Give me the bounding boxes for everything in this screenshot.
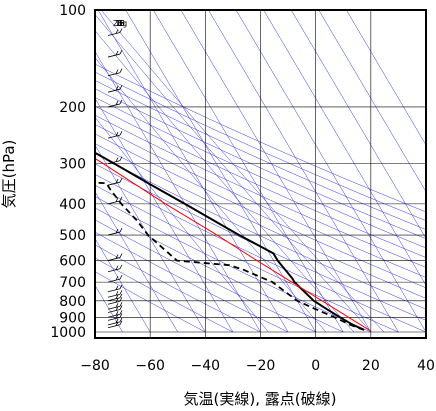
isotherm-line [346,10,426,146]
wind-barb [107,317,123,326]
mixing-ratio-line [95,116,269,333]
isotherm-line [180,10,372,333]
adiabat-line [95,143,426,299]
y-tick-label: 600 [59,254,86,270]
isotherm-line [125,10,316,333]
y-tick-label: 900 [59,310,86,326]
wind-barb [107,156,123,165]
isotherm-line [95,238,151,333]
plot-frame [94,9,427,339]
mixing-ratio-line [95,14,372,333]
adiabat-line [95,153,426,310]
y-tick-label: 200 [59,100,86,116]
adiabat-line [95,207,344,333]
y-axis-title: 気圧(hPa) [0,140,18,209]
isotherm-line [290,10,426,239]
isotherm-line [95,51,261,333]
adiabat-line [95,244,261,333]
mixing-ratio-label: 20g [113,19,128,28]
mixing-ratio-line [100,10,385,333]
wind-barb [107,290,123,298]
wind-barb [107,310,123,318]
wind-barb [107,49,123,58]
wind-barb [107,284,123,293]
dewpoint-line [95,181,365,331]
wind-barb [107,264,123,273]
y-tick-label: 300 [59,157,86,173]
x-axis-ticks: −80 −60 −40 −20 0 20 40 [80,358,435,374]
wind-barb [107,85,123,93]
adiabat-line [95,88,426,239]
wind-barb [107,178,123,186]
adiabat-line [95,63,426,213]
adiabat-line [95,257,234,333]
adiabat-line [95,196,371,333]
wind-barb [107,28,123,36]
isotherm-line [235,10,426,333]
wind-barb [107,196,123,205]
adiabat-line [95,71,426,221]
adiabat-line [95,105,426,258]
adiabat-lines [95,10,426,333]
wind-barbs [107,28,123,329]
wind-barb [107,253,123,261]
adiabat-line [95,97,426,249]
isotherm-line [95,144,206,333]
mixing-ratio-line [95,57,327,333]
y-tick-label: 400 [59,197,86,213]
x-tick-label: −80 [80,358,110,374]
wind-barb [107,227,123,236]
adiabat-line [95,114,426,268]
isotherm-line [97,10,289,333]
grid-lines [95,10,426,338]
wind-barb [107,130,123,139]
temperature-line [95,151,365,331]
x-tick-label: −60 [135,358,165,374]
y-tick-label: 100 [59,3,86,19]
adiabat-line [95,271,206,333]
isotherm-line [153,10,344,333]
x-axis-title: 気温(実線), 露点(破線) [184,390,337,408]
y-tick-label: 500 [59,228,86,244]
mixing-ratio-label: 10 [115,19,125,28]
adiabat-line [95,219,316,333]
wind-barb [107,297,123,305]
wind-barb [107,99,123,108]
mixing-ratio-label: 15 [115,19,125,28]
wind-barb [107,274,123,283]
wind-barb [107,68,123,77]
adiabat-line [95,124,426,278]
y-tick-label: 800 [59,294,86,310]
y-tick-label: 700 [59,275,86,291]
adiabat-line [95,174,426,333]
adiabat-line [95,133,426,289]
adiabat-line [95,184,399,333]
x-tick-label: 20 [362,358,380,374]
adiabat-line [95,231,289,333]
reference-curve [95,157,371,332]
series-layer [95,151,371,332]
x-tick-label: 0 [311,358,320,374]
isotherm-line [263,10,426,286]
mixing-ratio-label: 1 [118,19,123,28]
mixing-ratio-line [95,30,355,333]
wind-barb [107,293,123,302]
x-tick-label: −40 [191,358,221,374]
isotherm-line [95,191,178,333]
isotherm-line [318,10,426,193]
adiabat-line [95,80,426,230]
x-tick-label: −20 [246,358,276,374]
x-tick-label: 40 [417,358,435,374]
wind-barb [107,302,123,310]
y-tick-label: 1000 [50,325,86,341]
isotherm-line [208,10,399,333]
mixing-ratio-label: 5 [118,19,123,28]
